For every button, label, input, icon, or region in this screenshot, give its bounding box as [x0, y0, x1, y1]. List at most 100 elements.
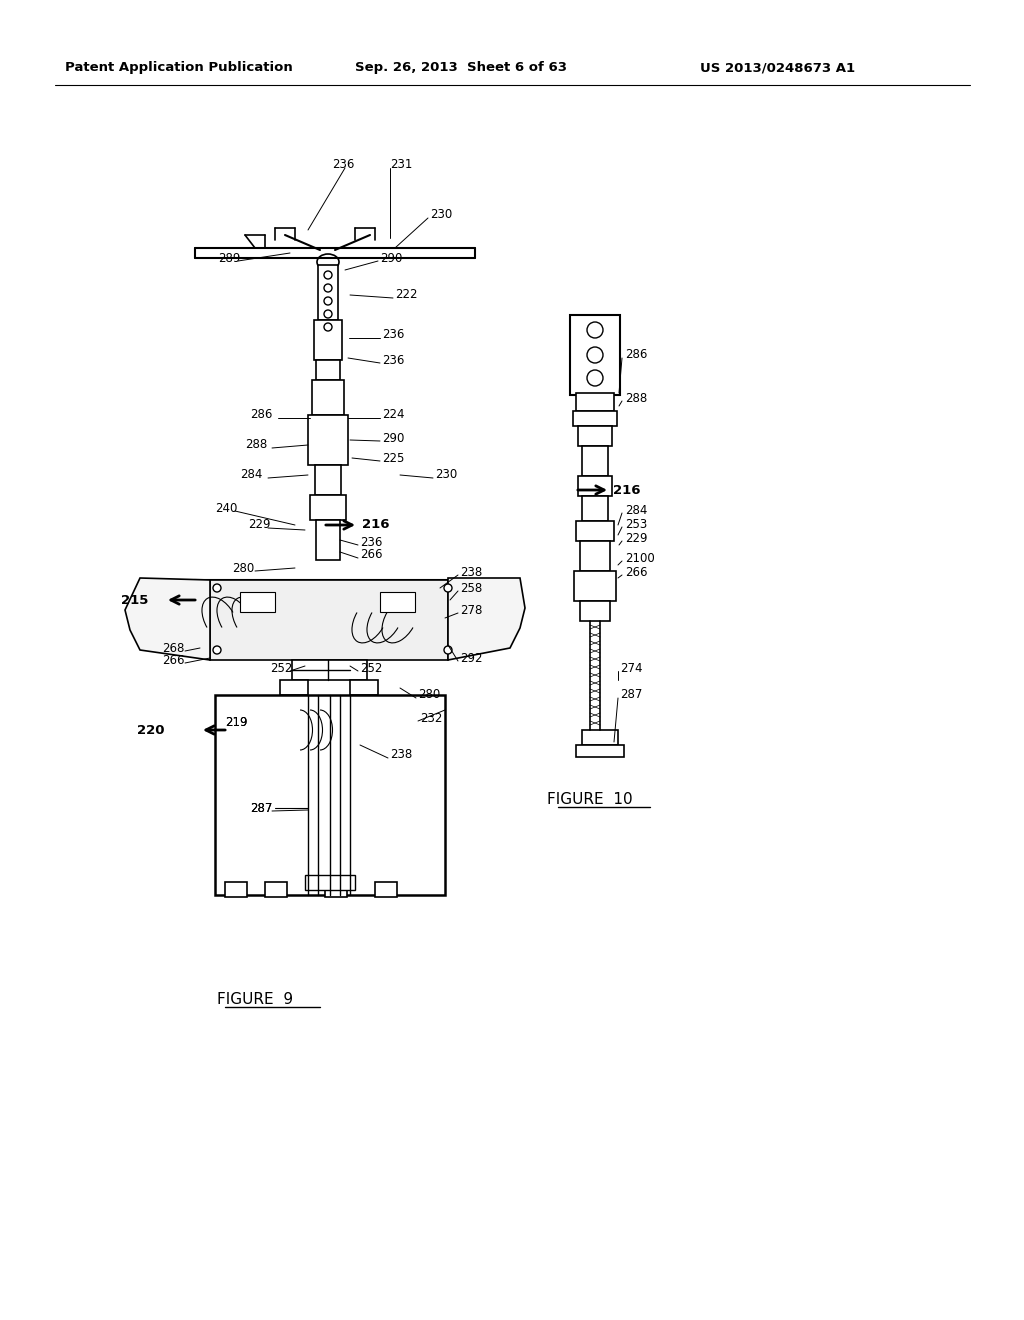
Bar [280, 680, 308, 696]
Text: 252: 252 [270, 661, 293, 675]
Bar [292, 660, 367, 680]
Bar [580, 601, 610, 620]
Bar [575, 521, 614, 541]
Circle shape [324, 323, 332, 331]
Text: FIGURE  10: FIGURE 10 [547, 792, 633, 808]
Text: 284: 284 [240, 469, 262, 482]
Text: 238: 238 [390, 748, 413, 762]
Bar [573, 411, 617, 426]
Bar [314, 319, 342, 360]
Text: 288: 288 [245, 438, 267, 451]
Bar [210, 579, 449, 660]
Circle shape [324, 310, 332, 318]
Text: 236: 236 [382, 354, 404, 367]
Bar [578, 426, 612, 446]
Text: 268: 268 [162, 642, 184, 655]
Text: 220: 220 [137, 723, 165, 737]
Text: 266: 266 [360, 549, 383, 561]
Circle shape [587, 347, 603, 363]
Polygon shape [449, 578, 525, 660]
Bar [305, 875, 355, 890]
Text: 224: 224 [382, 408, 404, 421]
Bar [375, 882, 397, 898]
Bar [575, 393, 614, 411]
Text: 252: 252 [360, 661, 382, 675]
Bar [574, 572, 616, 601]
Text: 215: 215 [121, 594, 148, 606]
Text: 229: 229 [248, 519, 270, 532]
Text: 216: 216 [362, 519, 389, 532]
Circle shape [444, 645, 452, 653]
Text: 236: 236 [360, 536, 382, 549]
Circle shape [324, 284, 332, 292]
Bar [578, 477, 612, 496]
Text: 278: 278 [460, 603, 482, 616]
Text: 266: 266 [162, 653, 184, 667]
Bar [316, 360, 340, 380]
Text: 229: 229 [625, 532, 647, 544]
Bar [350, 680, 378, 696]
Text: 280: 280 [232, 561, 254, 574]
Bar [315, 465, 341, 495]
Bar [570, 315, 620, 395]
Bar [575, 744, 624, 756]
Text: 288: 288 [625, 392, 647, 404]
Text: 230: 230 [435, 469, 458, 482]
Circle shape [213, 583, 221, 591]
Text: 292: 292 [460, 652, 482, 664]
Text: Sep. 26, 2013  Sheet 6 of 63: Sep. 26, 2013 Sheet 6 of 63 [355, 62, 567, 74]
Text: 236: 236 [382, 329, 404, 342]
Bar [308, 414, 348, 465]
Bar [380, 591, 415, 612]
Bar [240, 591, 275, 612]
Circle shape [587, 370, 603, 385]
Bar [582, 496, 608, 521]
Text: 266: 266 [625, 565, 647, 578]
Circle shape [324, 271, 332, 279]
Polygon shape [175, 579, 480, 620]
Bar [225, 882, 247, 898]
Text: 2100: 2100 [625, 552, 654, 565]
Text: 289: 289 [218, 252, 241, 264]
Text: 222: 222 [395, 289, 418, 301]
Circle shape [444, 583, 452, 591]
Text: 240: 240 [215, 502, 238, 515]
Text: 238: 238 [460, 565, 482, 578]
Bar [310, 495, 346, 520]
Bar [325, 882, 347, 898]
Text: FIGURE  9: FIGURE 9 [217, 993, 293, 1007]
Ellipse shape [317, 253, 339, 271]
Circle shape [587, 322, 603, 338]
Text: 232: 232 [420, 711, 442, 725]
Text: US 2013/0248673 A1: US 2013/0248673 A1 [700, 62, 855, 74]
Text: 230: 230 [430, 209, 453, 222]
Text: 290: 290 [380, 252, 402, 264]
Text: 286: 286 [250, 408, 272, 421]
Text: 231: 231 [390, 158, 413, 172]
Text: 284: 284 [625, 503, 647, 516]
Bar [580, 541, 610, 572]
Text: 216: 216 [613, 483, 640, 496]
Bar [312, 380, 344, 414]
Bar [265, 882, 287, 898]
Text: 280: 280 [418, 689, 440, 701]
Bar [582, 730, 618, 744]
Text: 274: 274 [620, 661, 642, 675]
Circle shape [324, 297, 332, 305]
Bar [582, 446, 608, 477]
Text: 287: 287 [250, 801, 272, 814]
Text: 225: 225 [382, 451, 404, 465]
Text: 287: 287 [250, 801, 272, 814]
Bar [215, 696, 445, 895]
Text: 219: 219 [225, 715, 248, 729]
Text: Patent Application Publication: Patent Application Publication [65, 62, 293, 74]
Text: 286: 286 [625, 348, 647, 362]
Text: 236: 236 [332, 158, 354, 172]
Text: 219: 219 [225, 715, 248, 729]
Bar [318, 265, 338, 319]
Text: 258: 258 [460, 582, 482, 594]
Text: 287: 287 [620, 689, 642, 701]
Bar [316, 520, 340, 560]
Circle shape [213, 645, 221, 653]
Text: 253: 253 [625, 517, 647, 531]
